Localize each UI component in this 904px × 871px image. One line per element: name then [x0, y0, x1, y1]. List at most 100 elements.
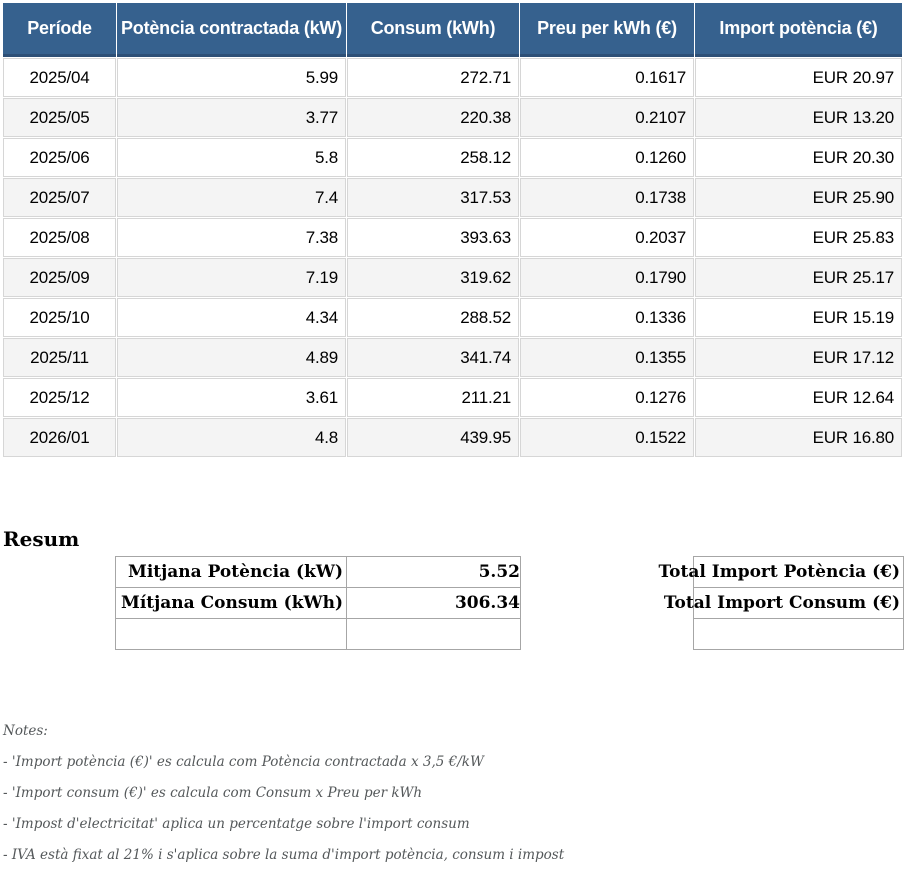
cell-periode: 2025/08	[3, 218, 116, 257]
summary-row: Total Import Potència (€)	[658, 556, 904, 588]
cell-consum: 288.52	[347, 298, 519, 337]
cell-import: EUR 15.19	[695, 298, 902, 337]
summary-label: Total Import Consum (€)	[663, 593, 900, 613]
table-row: 2025/08 7.38 393.63 0.2037 EUR 25.83	[3, 218, 902, 257]
summary-label-cell: Mitjana Potència (kW)	[115, 556, 347, 588]
column-header-periode: Període	[3, 3, 116, 57]
column-header-consum: Consum (kWh)	[347, 3, 519, 57]
table-row: 2025/12 3.61 211.21 0.1276 EUR 12.64	[3, 378, 902, 417]
column-header-label: Potència contractada (kW)	[120, 18, 343, 38]
cell-potencia: 4.89	[117, 338, 346, 377]
summary-label-cell: Total Import Potència (€)	[658, 556, 904, 588]
summary-label: Total Import Potència (€)	[658, 562, 900, 582]
cell-import: EUR 16.80	[695, 418, 902, 457]
resum-left-table: Mitjana Potència (kW) 5.52 Mítjana Consu…	[115, 556, 521, 650]
table-row: 2026/01 4.8 439.95 0.1522 EUR 16.80	[3, 418, 902, 457]
cell-periode: 2025/11	[3, 338, 116, 377]
summary-value-cell: 306.34	[346, 587, 521, 619]
note-line: - IVA està fixat al 21% i s'aplica sobre…	[3, 847, 565, 863]
cell-preu: 0.1260	[520, 138, 694, 177]
cell-potencia: 7.19	[117, 258, 346, 297]
cell-periode: 2025/09	[3, 258, 116, 297]
cell-import: EUR 25.17	[695, 258, 902, 297]
header-row: Període Potència contractada (kW) Consum…	[3, 3, 902, 57]
cell-consum: 317.53	[347, 178, 519, 217]
cell-import: EUR 20.30	[695, 138, 902, 177]
column-header-label: Preu per kWh (€)	[537, 18, 677, 38]
cell-preu: 0.1276	[520, 378, 694, 417]
summary-row: Mitjana Potència (kW) 5.52	[115, 556, 521, 588]
billing-table: Període Potència contractada (kW) Consum…	[2, 2, 903, 458]
cell-import: EUR 25.90	[695, 178, 902, 217]
cell-import: EUR 17.12	[695, 338, 902, 377]
cell-preu: 0.1738	[520, 178, 694, 217]
resum-heading: Resum	[3, 527, 80, 551]
table-row: 2025/11 4.89 341.74 0.1355 EUR 17.12	[3, 338, 902, 377]
cell-periode: 2025/12	[3, 378, 116, 417]
cell-consum: 341.74	[347, 338, 519, 377]
note-line: - 'Import consum (€)' es calcula com Con…	[3, 785, 423, 801]
summary-label-cell	[115, 618, 347, 650]
summary-label-cell: Mítjana Consum (kWh)	[115, 587, 347, 619]
column-header-label: Consum (kWh)	[370, 18, 496, 38]
summary-value-cell: 5.52	[346, 556, 521, 588]
summary-value-cell	[346, 618, 521, 650]
column-header-label: Període	[27, 18, 92, 38]
cell-potencia: 4.34	[117, 298, 346, 337]
cell-import: EUR 25.83	[695, 218, 902, 257]
cell-preu: 0.1617	[520, 58, 694, 97]
cell-consum: 258.12	[347, 138, 519, 177]
summary-row	[115, 618, 521, 650]
table-row: 2025/06 5.8 258.12 0.1260 EUR 20.30	[3, 138, 902, 177]
table-row: 2025/07 7.4 317.53 0.1738 EUR 25.90	[3, 178, 902, 217]
cell-preu: 0.2037	[520, 218, 694, 257]
cell-consum: 319.62	[347, 258, 519, 297]
cell-potencia: 7.38	[117, 218, 346, 257]
summary-label-cell: Total Import Consum (€)	[664, 587, 904, 619]
cell-potencia: 5.8	[117, 138, 346, 177]
summary-row	[693, 618, 904, 650]
cell-consum: 211.21	[347, 378, 519, 417]
cell-potencia: 5.99	[117, 58, 346, 97]
column-header-label: Import potència (€)	[719, 18, 878, 38]
cell-periode: 2025/06	[3, 138, 116, 177]
cell-preu: 0.1522	[520, 418, 694, 457]
column-header-potencia: Potència contractada (kW)	[117, 3, 346, 57]
table-row: 2025/04 5.99 272.71 0.1617 EUR 20.97	[3, 58, 902, 97]
summary-label: Mítjana Consum (kWh)	[121, 593, 343, 613]
cell-preu: 0.1355	[520, 338, 694, 377]
summary-row: Total Import Consum (€)	[664, 587, 904, 619]
cell-potencia: 4.8	[117, 418, 346, 457]
column-header-import: Import potència (€)	[695, 3, 902, 57]
cell-potencia: 3.77	[117, 98, 346, 137]
notes-title: Notes:	[3, 723, 48, 739]
cell-periode: 2025/10	[3, 298, 116, 337]
cell-import: EUR 12.64	[695, 378, 902, 417]
cell-consum: 393.63	[347, 218, 519, 257]
cell-consum: 220.38	[347, 98, 519, 137]
cell-import: EUR 13.20	[695, 98, 902, 137]
table-row: 2025/09 7.19 319.62 0.1790 EUR 25.17	[3, 258, 902, 297]
cell-periode: 2025/04	[3, 58, 116, 97]
cell-preu: 0.1790	[520, 258, 694, 297]
cell-consum: 272.71	[347, 58, 519, 97]
cell-periode: 2025/05	[3, 98, 116, 137]
notes-section: Notes: - 'Import potència (€)' es calcul…	[3, 716, 564, 871]
cell-preu: 0.1336	[520, 298, 694, 337]
resum-right-table: Total Import Potència (€) Total Import C…	[658, 556, 904, 650]
cell-periode: 2025/07	[3, 178, 116, 217]
table-row: 2025/05 3.77 220.38 0.2107 EUR 13.20	[3, 98, 902, 137]
summary-label-cell	[693, 618, 904, 650]
table-row: 2025/10 4.34 288.52 0.1336 EUR 15.19	[3, 298, 902, 337]
cell-import: EUR 20.97	[695, 58, 902, 97]
summary-row: Mítjana Consum (kWh) 306.34	[115, 587, 521, 619]
note-line: - 'Import potència (€)' es calcula com P…	[3, 754, 484, 770]
cell-potencia: 3.61	[117, 378, 346, 417]
column-header-preu: Preu per kWh (€)	[520, 3, 694, 57]
summary-label: Mitjana Potència (kW)	[128, 562, 343, 582]
cell-consum: 439.95	[347, 418, 519, 457]
cell-periode: 2026/01	[3, 418, 116, 457]
cell-potencia: 7.4	[117, 178, 346, 217]
cell-preu: 0.2107	[520, 98, 694, 137]
note-line: - 'Impost d'electricitat' aplica un perc…	[3, 816, 470, 832]
